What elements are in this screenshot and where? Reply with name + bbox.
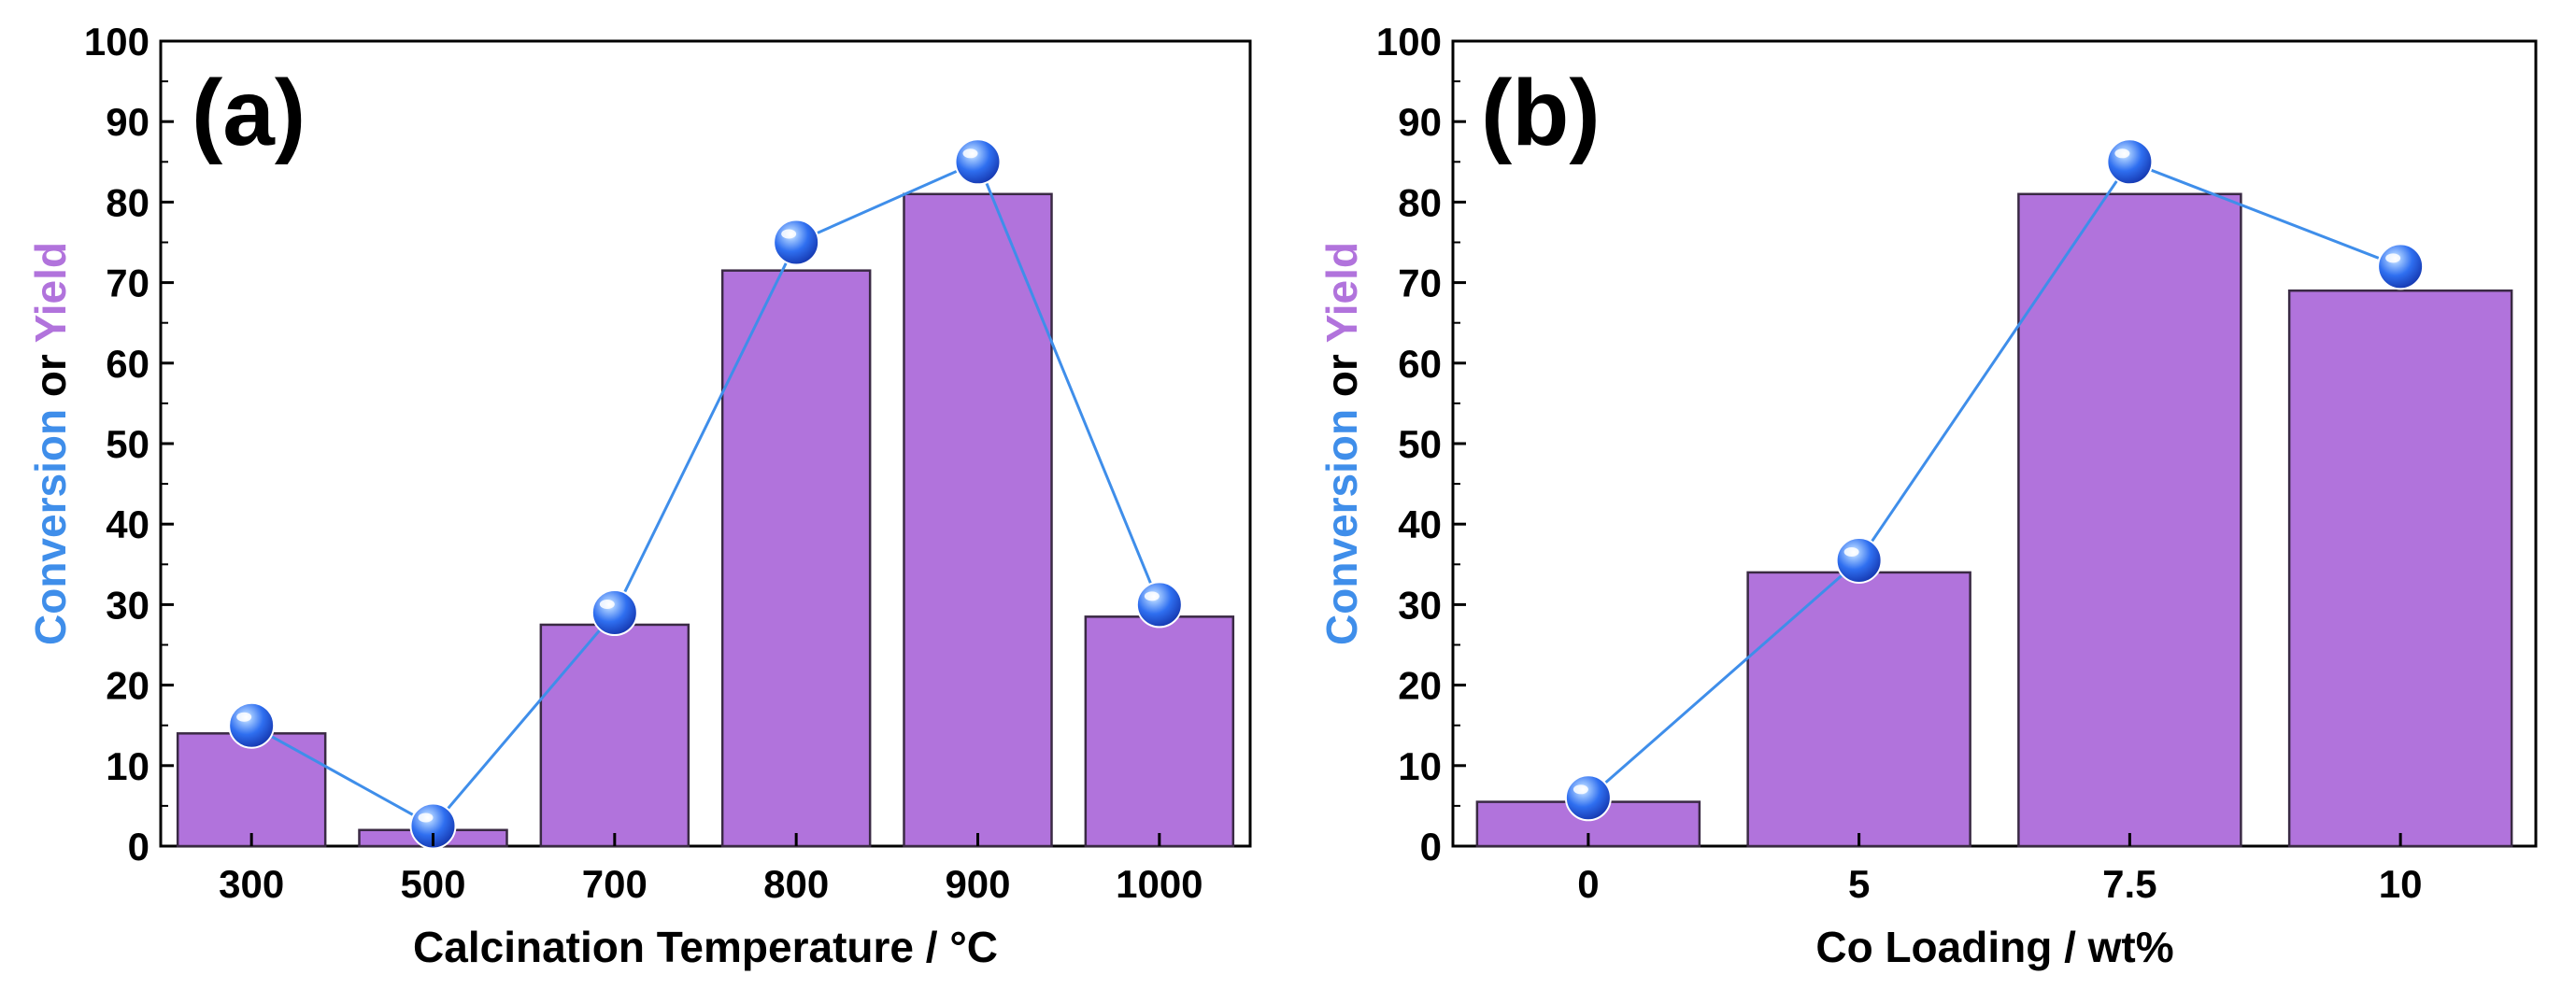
marker-highlight-b: [2385, 253, 2401, 263]
marker-group-a: [228, 138, 1183, 850]
conversion-marker-a: [773, 219, 820, 266]
conversion-point-b-10: [2377, 243, 2425, 290]
y-tick-label-a: 30: [106, 583, 149, 627]
bar-yield-b-10: [2287, 289, 2513, 848]
y-axis-title-conversion-a: Conversion: [26, 409, 75, 645]
x-tick-label-a: 800: [763, 862, 829, 906]
y-tick-label-a: 10: [106, 744, 149, 788]
conversion-marker-a: [954, 138, 1002, 186]
y-tick-label-b: 70: [1398, 261, 1442, 305]
marker-highlight-a: [418, 812, 434, 823]
y-tick-label-a: 80: [106, 180, 149, 224]
y-tick-label-a: 60: [106, 342, 149, 386]
y-axis-title-yield-a: Yield: [26, 242, 75, 343]
y-tick-label-a: 0: [128, 825, 149, 869]
x-tick-label-a: 900: [945, 862, 1010, 906]
x-tick-label-b: 7.5: [2102, 862, 2156, 906]
bar-yield-b-5: [1746, 571, 1971, 848]
bar-group-b: [1475, 192, 2513, 848]
marker-highlight-b: [1843, 546, 1859, 557]
marker-highlight-a: [962, 148, 978, 159]
conversion-line-b: [1587, 160, 2401, 799]
conversion-line-a: [250, 160, 1161, 828]
conversion-marker-b: [1835, 536, 1883, 584]
x-tick-label-a: 700: [582, 862, 648, 906]
marker-highlight-a: [599, 600, 615, 610]
conversion-point-a-900: [954, 138, 1002, 186]
y-axis-title-conversion-b: Conversion: [1317, 409, 1366, 645]
bar-group-a: [176, 192, 1235, 848]
y-tick-label-a: 20: [106, 664, 149, 708]
x-tick-label-a: 500: [400, 862, 465, 906]
x-ticks-a: 300 500 700 800 900 1000: [219, 833, 1203, 906]
chart-panel-b: 0 10 20 30 40 50 60 70 80 90 100 0 5 7.5 10 (b) Co Lo…: [1317, 20, 2538, 971]
y-axis-title-a: Conversion or Yield: [26, 242, 75, 645]
marker-highlight-a: [236, 712, 252, 722]
y-tick-label-a: 100: [84, 20, 149, 64]
bar-yield-a-1000: [1084, 615, 1235, 848]
y-tick-label-b: 30: [1398, 583, 1442, 627]
bar-yield-b-7.5: [2017, 192, 2242, 848]
x-tick-label-b: 10: [2379, 862, 2423, 906]
x-axis-title-b: Co Loading / wt%: [1815, 923, 2173, 971]
x-axis-title-a: Calcination Temperature / °C: [413, 923, 998, 971]
panel-label-a: (a): [192, 61, 306, 165]
y-ticks-b: 0 10 20 30 40 50 60 70 80 90 100: [1376, 20, 1466, 869]
y-tick-label-a: 70: [106, 261, 149, 305]
conversion-point-a-700: [591, 589, 638, 637]
marker-highlight-a: [1144, 591, 1160, 601]
x-tick-label-b: 5: [1848, 862, 1870, 906]
y-axis-title-or-a: or: [26, 343, 75, 409]
conversion-point-a-500: [409, 802, 457, 850]
marker-highlight-b: [1573, 784, 1588, 795]
marker-group-b: [1564, 138, 2425, 822]
conversion-point-a-800: [773, 219, 820, 266]
conversion-marker-b: [2377, 243, 2425, 290]
x-tick-label-a: 300: [219, 862, 284, 906]
x-tick-label-b: 0: [1577, 862, 1599, 906]
panel-label-b: (b): [1481, 61, 1601, 165]
x-tick-label-a: 1000: [1116, 862, 1203, 906]
bar-yield-a-300: [176, 732, 327, 848]
bar-yield-a-900: [903, 192, 1053, 848]
y-tick-label-b: 90: [1398, 100, 1442, 144]
y-ticks-a: 0 10 20 30 40 50 60 70 80 90 100: [84, 20, 174, 869]
y-tick-label-a: 90: [106, 100, 149, 144]
y-tick-label-b: 100: [1376, 20, 1442, 64]
conversion-point-b-0: [1564, 774, 1612, 822]
conversion-series-line-a: [250, 160, 1161, 828]
conversion-series-line-b: [1587, 160, 2401, 799]
y-axis-title-yield-b: Yield: [1317, 242, 1366, 343]
conversion-marker-b: [1564, 774, 1612, 822]
y-axis-title-b: Conversion or Yield: [1317, 242, 1366, 645]
y-tick-label-b: 40: [1398, 502, 1442, 546]
conversion-point-a-300: [228, 701, 276, 749]
marker-highlight-a: [781, 229, 797, 239]
y-tick-label-b: 80: [1398, 180, 1442, 224]
bar-yield-a-800: [720, 269, 872, 848]
y-tick-label-b: 50: [1398, 422, 1442, 466]
conversion-marker-b: [2106, 138, 2154, 186]
x-ticks-b: 0 5 7.5 10: [1577, 833, 2422, 906]
conversion-point-b-5: [1835, 536, 1883, 584]
y-tick-label-a: 40: [106, 502, 149, 546]
y-tick-label-b: 0: [1420, 825, 1442, 869]
conversion-marker-a: [591, 589, 638, 637]
y-tick-label-b: 20: [1398, 664, 1442, 708]
y-tick-label-a: 50: [106, 422, 149, 466]
bar-yield-a-700: [539, 623, 690, 848]
y-tick-label-b: 10: [1398, 744, 1442, 788]
chart-panel-a: 0 10 20 30 40 50 60 70 80 90 100 300 500 700 800 900 10…: [26, 20, 1252, 971]
marker-highlight-b: [2114, 148, 2130, 159]
conversion-point-b-7.5: [2106, 138, 2154, 186]
conversion-marker-a: [228, 701, 276, 749]
y-axis-title-or-b: or: [1317, 343, 1366, 409]
conversion-point-a-1000: [1135, 581, 1183, 629]
y-tick-label-b: 60: [1398, 342, 1442, 386]
conversion-marker-a: [1135, 581, 1183, 629]
